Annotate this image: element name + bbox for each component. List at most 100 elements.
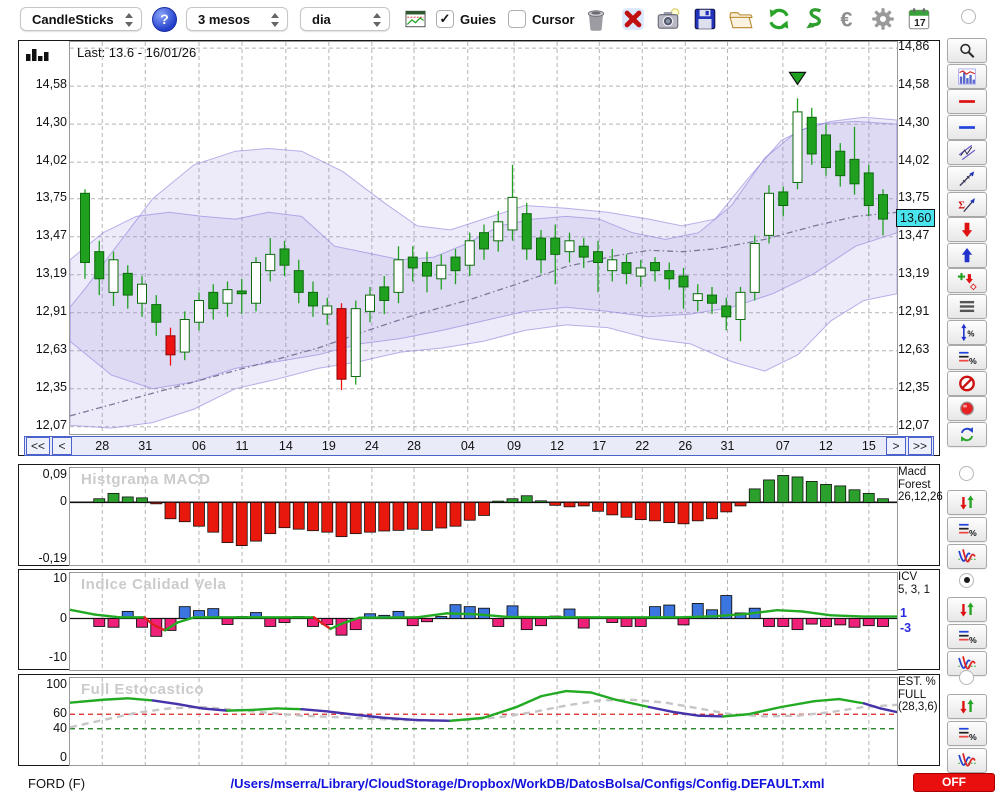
svg-text:Σ: Σ bbox=[958, 200, 965, 211]
calendar-button[interactable]: 17 bbox=[906, 6, 932, 32]
sidebar-tool-forbid-button[interactable] bbox=[947, 370, 987, 396]
sidebar-tool-volume-profile-button[interactable] bbox=[947, 63, 987, 89]
interval-select[interactable]: dia bbox=[300, 7, 390, 31]
nav-date-label: 24 bbox=[364, 439, 379, 453]
main-chart-plot[interactable] bbox=[69, 41, 898, 435]
axis-tick-label: -10 bbox=[48, 650, 67, 665]
axis-tick-label: 14,86 bbox=[898, 39, 930, 54]
svg-text:%: % bbox=[969, 356, 977, 366]
sidebar-tool-magnifier-button[interactable] bbox=[947, 38, 987, 63]
sidebar-tool-channel-button[interactable] bbox=[947, 140, 987, 166]
sidebar-tool-lines-percent-button[interactable]: % bbox=[947, 345, 987, 371]
mini-chart-icon[interactable] bbox=[404, 9, 427, 29]
nav-date-label: 31 bbox=[720, 439, 735, 453]
icv-panel: IndIce Calidad Vela 10 0 -10 ICV 5, 3, 1 1… bbox=[18, 569, 940, 671]
nav-last-button[interactable]: >> bbox=[908, 437, 932, 455]
icv-plot[interactable] bbox=[69, 572, 898, 671]
nav-date-label: 09 bbox=[507, 439, 522, 453]
sidebar-tool-rows-button[interactable] bbox=[947, 294, 987, 319]
period-select[interactable]: 3 mesos bbox=[186, 7, 288, 31]
chevron-updown-icon bbox=[271, 12, 280, 28]
svg-text:%: % bbox=[969, 732, 977, 742]
axis-tick-label: 0,09 bbox=[42, 467, 67, 482]
macd-plot[interactable] bbox=[69, 467, 898, 566]
sidebar-tool-record-button[interactable] bbox=[947, 396, 987, 422]
nav-date-label: 28 bbox=[95, 439, 110, 453]
stochastic-panel: Full Estocastico 100 60 40 0 EST. % FULL (2… bbox=[18, 674, 940, 766]
chevron-updown-icon bbox=[125, 12, 134, 28]
nav-date-label: 12 bbox=[550, 439, 565, 453]
sidebar-tool-measure-vertical-percent-button[interactable]: % bbox=[947, 319, 987, 345]
save-button[interactable] bbox=[692, 6, 718, 32]
nav-date-label: 28 bbox=[407, 439, 421, 453]
axis-tick-label: 0 bbox=[60, 749, 67, 764]
cursor-checkbox-box[interactable] bbox=[508, 10, 526, 28]
sidebar-tool-sigma-trendline-button[interactable]: Σ bbox=[947, 191, 987, 217]
stoch-panel-radio[interactable] bbox=[959, 670, 974, 685]
toolbar-radio[interactable] bbox=[961, 9, 976, 24]
cursor-checkbox[interactable]: Cursor bbox=[508, 10, 575, 28]
last-price-label: Last: 13.6 - 16/01/26 bbox=[77, 45, 197, 60]
chart-style-icon[interactable] bbox=[25, 47, 53, 65]
axis-tick-label: 13,19 bbox=[898, 265, 930, 280]
nav-prev-button[interactable]: < bbox=[52, 437, 72, 455]
help-button[interactable]: ? bbox=[152, 7, 177, 32]
icv-panel-radio[interactable] bbox=[959, 573, 974, 588]
nav-date-label: 19 bbox=[321, 439, 336, 453]
sidebar-tool-hline-red-button[interactable] bbox=[947, 89, 987, 115]
config-file-path[interactable]: /Users/mserra/Library/CloudStorage/Dropb… bbox=[230, 776, 825, 791]
nav-date-label: 12 bbox=[818, 439, 833, 453]
chevron-updown-icon bbox=[373, 12, 382, 28]
euro-button[interactable]: € bbox=[836, 6, 862, 32]
nav-date-label: 15 bbox=[861, 439, 876, 453]
sidebar-tool-arrow-up-blue-button[interactable] bbox=[947, 242, 987, 268]
open-button[interactable] bbox=[728, 6, 754, 32]
guies-checkbox-box[interactable]: ✓ bbox=[436, 10, 454, 28]
snapshot-button[interactable] bbox=[655, 6, 681, 32]
axis-tick-label: 1 bbox=[900, 605, 907, 620]
axis-tick-label: 13,19 bbox=[35, 265, 67, 280]
icv-arrows-du-button[interactable] bbox=[947, 597, 987, 622]
sidebar-tool-arrow-down-red-button[interactable] bbox=[947, 217, 987, 243]
stoch-arrows-du-button[interactable] bbox=[947, 694, 987, 719]
period-value: 3 mesos bbox=[198, 12, 251, 27]
axis-tick-label: 12,07 bbox=[35, 417, 67, 432]
guies-checkbox-label: Guies bbox=[460, 11, 497, 27]
currency-sync-button[interactable] bbox=[802, 6, 828, 32]
interval-value: dia bbox=[312, 12, 331, 27]
macd-params-label: Macd Forest 26,12,26 bbox=[898, 466, 943, 503]
guies-checkbox[interactable]: ✓ Guies bbox=[436, 10, 496, 28]
axis-tick-label: 12,35 bbox=[898, 379, 930, 394]
macd-panel-radio[interactable] bbox=[959, 466, 974, 481]
svg-text:%: % bbox=[967, 329, 974, 338]
macd-curves-button[interactable] bbox=[947, 544, 987, 569]
stoch-lines-percent-button[interactable]: % bbox=[947, 721, 987, 746]
stochastic-plot[interactable] bbox=[69, 677, 898, 766]
icv-lines-percent-button[interactable]: % bbox=[947, 624, 987, 649]
trash-button[interactable] bbox=[583, 6, 609, 32]
chart-type-select[interactable]: CandleSticks bbox=[20, 7, 142, 31]
nav-date-label: 26 bbox=[678, 439, 693, 453]
sidebar-tool-add-signal-button[interactable] bbox=[947, 268, 987, 294]
main-chart-panel: Last: 13.6 - 16/01/26 14,58 14,30 14,02 13,… bbox=[18, 39, 940, 456]
delete-button[interactable] bbox=[620, 6, 646, 32]
macd-arrows-du-button[interactable] bbox=[947, 490, 987, 515]
axis-tick-label: 10 bbox=[53, 570, 67, 585]
axis-tick-label: 14,58 bbox=[35, 77, 67, 92]
settings-gear-button[interactable] bbox=[870, 6, 896, 32]
off-button[interactable]: OFF bbox=[913, 773, 995, 792]
axis-tick-label: 60 bbox=[53, 706, 67, 721]
nav-first-button[interactable]: << bbox=[26, 437, 50, 455]
refresh-button[interactable] bbox=[766, 6, 792, 32]
nav-next-button[interactable]: > bbox=[886, 437, 906, 455]
axis-tick-label: 13,75 bbox=[898, 189, 930, 204]
macd-lines-percent-button[interactable]: % bbox=[947, 517, 987, 542]
stoch-curves-button[interactable] bbox=[947, 748, 987, 773]
sidebar-tool-hline-blue-button[interactable] bbox=[947, 114, 987, 140]
sidebar-tool-swap-button[interactable] bbox=[947, 422, 987, 447]
icv-watermark: IndIce Calidad Vela bbox=[81, 576, 227, 593]
axis-tick-label: 12,91 bbox=[898, 303, 930, 318]
sidebar-tool-trendline-button[interactable] bbox=[947, 166, 987, 191]
current-price-tag: 13,60 bbox=[896, 209, 936, 228]
axis-tick-label: -0,19 bbox=[38, 551, 68, 566]
